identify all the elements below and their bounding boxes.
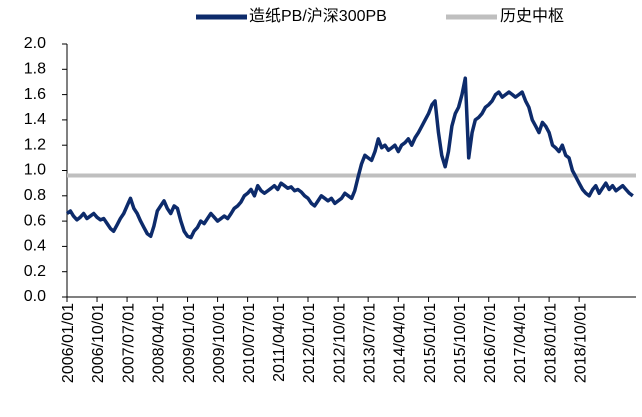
y-tick-label: 0.8 <box>24 187 46 204</box>
y-tick-label: 0.4 <box>24 238 46 255</box>
x-tick-label: 2017/04/01 <box>512 303 529 383</box>
x-tick-label: 2013/07/01 <box>361 303 378 383</box>
legend-label: 历史中枢 <box>500 7 564 25</box>
x-tick-label: 2006/10/01 <box>90 303 107 383</box>
y-tick-label: 0.2 <box>24 263 46 280</box>
y-tick-label: 1.2 <box>24 136 46 153</box>
x-tick-label: 2009/10/01 <box>211 303 228 383</box>
x-tick-label: 2014/04/01 <box>392 303 409 383</box>
x-tick-label: 2016/07/01 <box>482 303 499 383</box>
data-line <box>65 76 634 240</box>
y-tick-label: 1.8 <box>24 61 46 78</box>
x-tick-label: 2015/01/01 <box>422 303 439 383</box>
y-tick-label: 1.6 <box>24 86 46 103</box>
x-tick-label: 2018/01/01 <box>542 303 559 383</box>
y-tick-label: 1.4 <box>24 111 46 128</box>
y-tick-label: 2.0 <box>24 35 46 52</box>
x-tick-label: 2009/01/01 <box>181 303 198 383</box>
x-tick-label: 2012/01/01 <box>301 303 318 383</box>
x-tick-label: 2008/04/01 <box>151 303 168 383</box>
x-tick-label: 2012/10/01 <box>331 303 348 383</box>
y-tick-label: 0.0 <box>24 288 46 305</box>
y-tick-label: 0.6 <box>24 212 46 229</box>
x-tick-label: 2018/10/01 <box>572 303 589 383</box>
y-tick-label: 1.0 <box>24 162 46 179</box>
x-tick-label: 2006/01/01 <box>60 303 77 383</box>
legend-label: 造纸PB/沪深300PB <box>249 7 387 25</box>
x-tick-label: 2015/10/01 <box>452 303 469 383</box>
x-tick-label: 2007/07/01 <box>120 303 137 383</box>
x-tick-label: 2010/07/01 <box>241 303 258 383</box>
x-tick-label: 2011/04/01 <box>271 303 288 382</box>
